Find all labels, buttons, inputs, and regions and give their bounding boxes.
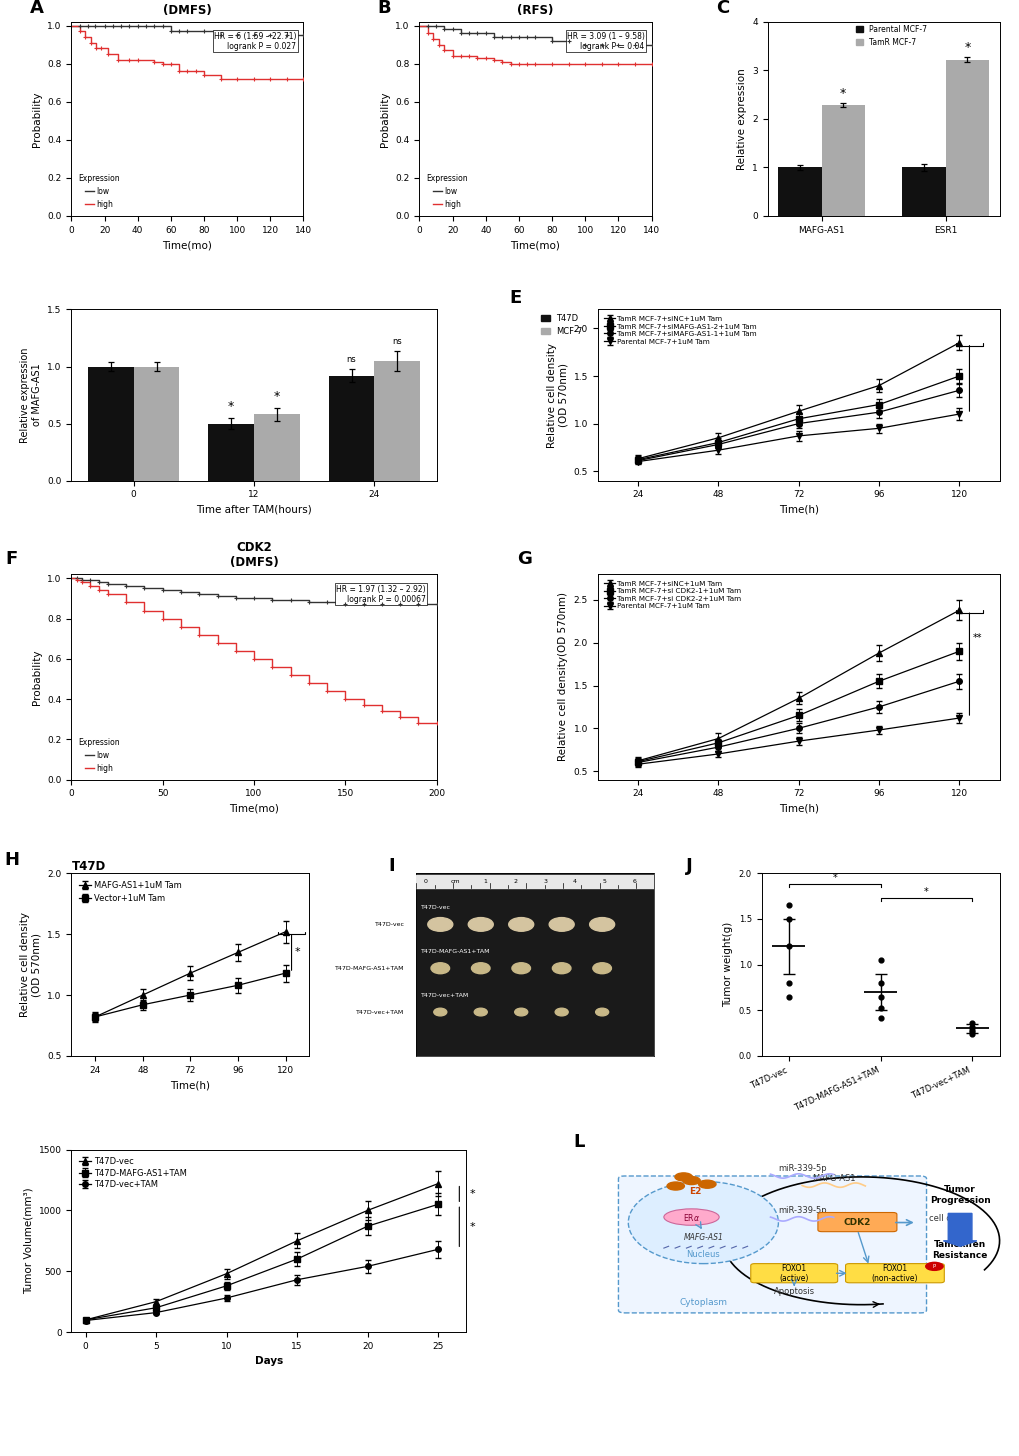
Bar (328, 376, 374, 480)
Text: *: * (228, 400, 234, 414)
Y-axis label: Tumor weight(g): Tumor weight(g) (722, 922, 733, 1008)
Ellipse shape (552, 962, 571, 974)
Text: **: ** (972, 633, 981, 644)
Point (963, 1021, 979, 1044)
Point (963, 1022, 979, 1045)
Ellipse shape (474, 1008, 487, 1016)
Legend: TamR MCF-7+siNC+1uM Tam, TamR MCF-7+si CDK2-1+1uM Tam, TamR MCF-7+si CDK2-2+1uM : TamR MCF-7+siNC+1uM Tam, TamR MCF-7+si C… (601, 578, 744, 612)
Legend: low, high: low, high (75, 735, 123, 776)
Circle shape (925, 1262, 943, 1271)
Text: Tumor
Progression: Tumor Progression (928, 1185, 989, 1206)
FancyBboxPatch shape (750, 1264, 837, 1283)
Text: HR = 1.97 (1.32 – 2.92)
logrank P = 0.00067: HR = 1.97 (1.32 – 2.92) logrank P = 0.00… (336, 584, 425, 604)
Ellipse shape (548, 917, 574, 932)
Text: MAFG-AS1: MAFG-AS1 (683, 1233, 722, 1242)
Y-axis label: Relative cell density(OD 570nm): Relative cell density(OD 570nm) (557, 593, 568, 761)
Point (871, 997, 888, 1021)
Bar (208, 424, 254, 480)
Ellipse shape (595, 1008, 608, 1016)
Y-axis label: Probability: Probability (379, 92, 389, 147)
Text: L: L (573, 1133, 584, 1152)
Text: 3: 3 (542, 879, 546, 884)
Ellipse shape (431, 962, 449, 974)
Text: I: I (387, 858, 394, 875)
Text: T47D-vec+TAM: T47D-vec+TAM (421, 993, 469, 999)
Ellipse shape (592, 962, 610, 974)
Ellipse shape (589, 917, 614, 932)
Text: FOXO1
(non-active): FOXO1 (non-active) (871, 1264, 917, 1283)
Text: 2: 2 (513, 879, 517, 884)
Text: T47D: T47D (71, 860, 106, 874)
Ellipse shape (427, 917, 452, 932)
Legend: Parental MCF-7, TamR MCF-7: Parental MCF-7, TamR MCF-7 (852, 22, 929, 50)
Text: *: * (963, 41, 969, 54)
X-axis label: Time(h): Time(h) (777, 804, 818, 814)
Point (963, 1015, 979, 1038)
Text: *: * (469, 1222, 475, 1232)
Text: G: G (517, 549, 532, 568)
Point (963, 1012, 979, 1035)
X-axis label: Time(mo): Time(mo) (162, 240, 212, 250)
Bar (820, 105, 864, 215)
Text: ns: ns (392, 336, 401, 347)
Ellipse shape (508, 917, 533, 932)
Text: ns: ns (346, 355, 356, 364)
Title: CDK2
(DMFS): CDK2 (DMFS) (229, 542, 278, 569)
Text: P: P (932, 1264, 935, 1268)
Text: 6: 6 (632, 879, 636, 884)
Y-axis label: Relative cell density
(OD 570nm): Relative cell density (OD 570nm) (20, 911, 42, 1018)
Circle shape (666, 1182, 684, 1190)
Ellipse shape (663, 1208, 718, 1226)
Text: J: J (685, 858, 692, 875)
Circle shape (675, 1174, 692, 1181)
Y-axis label: Relative expression: Relative expression (736, 68, 746, 170)
Text: T47D-MAFG-AS1+TAM: T47D-MAFG-AS1+TAM (421, 949, 490, 954)
Ellipse shape (433, 1008, 446, 1016)
Ellipse shape (512, 962, 530, 974)
FancyBboxPatch shape (618, 1176, 925, 1313)
Point (871, 1006, 888, 1029)
Text: Apoptosis: Apoptosis (772, 1287, 814, 1296)
Text: F: F (6, 549, 18, 568)
Text: cm: cm (450, 879, 461, 884)
Legend: T47D, MCF-7: T47D, MCF-7 (537, 310, 585, 339)
Text: H: H (5, 852, 19, 869)
Text: Nucleus: Nucleus (686, 1251, 719, 1259)
Point (780, 907, 796, 930)
Text: E: E (508, 288, 521, 307)
Y-axis label: Probability: Probability (32, 649, 42, 705)
Text: B: B (377, 0, 391, 16)
Text: miR-339-5p: miR-339-5p (777, 1165, 825, 1174)
X-axis label: Time(mo): Time(mo) (229, 804, 279, 814)
Text: ER$\alpha$: ER$\alpha$ (683, 1211, 699, 1223)
Ellipse shape (554, 1008, 568, 1016)
Legend: T47D-vec, T47D-MAFG-AS1+TAM, T47D-vec+TAM: T47D-vec, T47D-MAFG-AS1+TAM, T47D-vec+TA… (75, 1153, 190, 1192)
Y-axis label: Tumor Volume(mm³): Tumor Volume(mm³) (23, 1188, 33, 1294)
Text: T47D-vec: T47D-vec (421, 906, 450, 910)
Bar (88, 367, 133, 480)
Text: E2: E2 (689, 1187, 701, 1195)
Text: 4: 4 (573, 879, 576, 884)
Text: HR = 3.09 (1 – 9.58)
logrank P = 0.04: HR = 3.09 (1 – 9.58) logrank P = 0.04 (567, 32, 644, 51)
Text: FOXO1
(active): FOXO1 (active) (779, 1264, 808, 1283)
FancyArrow shape (943, 1213, 976, 1246)
Text: MAFG-AS1: MAFG-AS1 (811, 1174, 855, 1182)
Legend: MAFG-AS1+1uM Tam, Vector+1uM Tam: MAFG-AS1+1uM Tam, Vector+1uM Tam (75, 878, 184, 906)
Text: A: A (30, 0, 44, 16)
Ellipse shape (628, 1181, 777, 1264)
Text: cell cycle: cell cycle (927, 1214, 967, 1223)
Point (871, 948, 888, 971)
Bar (777, 167, 820, 215)
Text: C: C (715, 0, 729, 16)
Text: miR-339-5p: miR-339-5p (777, 1207, 825, 1216)
Point (963, 1019, 979, 1042)
Point (871, 984, 888, 1008)
Text: *: * (469, 1190, 475, 1198)
Text: Cytoplasm: Cytoplasm (679, 1297, 727, 1306)
Title: MAFG-AS1
(DMFS): MAFG-AS1 (DMFS) (153, 0, 222, 16)
Text: *: * (840, 87, 846, 100)
Text: T47D-vec+TAM: T47D-vec+TAM (356, 1009, 405, 1015)
Bar (254, 415, 300, 480)
Point (780, 971, 796, 994)
Text: *: * (273, 390, 280, 403)
